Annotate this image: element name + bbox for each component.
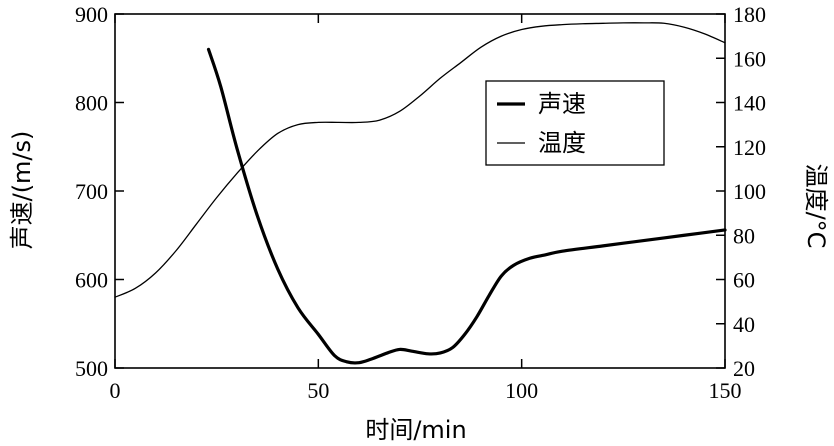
- x-tick-label: 150: [709, 378, 742, 403]
- left-y-tick-label: 900: [75, 2, 108, 27]
- left-y-tick-label: 600: [75, 268, 108, 293]
- right-y-tick-label: 40: [733, 312, 755, 337]
- left-y-tick-label: 500: [75, 356, 108, 381]
- legend: 声速 温度: [485, 80, 665, 166]
- right-y-tick-label: 20: [733, 356, 755, 381]
- right-y-tick-label: 120: [733, 135, 766, 160]
- series-layer: [114, 22, 727, 365]
- x-tick-label: 0: [110, 378, 121, 403]
- right-y-tick-label: 60: [733, 268, 755, 293]
- temperature-line: [114, 22, 726, 298]
- right-y-axis-ticks: 20 40 60 80 100 120 140 160 180: [716, 2, 766, 381]
- x-tick-label: 50: [307, 378, 329, 403]
- x-tick-label: 100: [505, 378, 538, 403]
- right-y-tick-label: 80: [733, 223, 755, 248]
- right-y-tick-label: 140: [733, 91, 766, 116]
- right-y-tick-label: 160: [733, 46, 766, 71]
- left-y-tick-label: 700: [75, 179, 108, 204]
- legend-label-sound-speed: 声速: [538, 90, 586, 118]
- x-axis-ticks: 0 50 100 150: [110, 14, 742, 403]
- left-y-axis-title: 声速/(m/s): [8, 131, 36, 250]
- x-axis-title: 时间/min: [365, 416, 466, 444]
- right-y-tick-label: 180: [733, 2, 766, 27]
- sound-speed-line: [206, 47, 727, 365]
- right-y-axis-title: 温度/°C: [802, 164, 830, 249]
- plot-frame: [114, 13, 726, 369]
- legend-label-temperature: 温度: [538, 129, 586, 157]
- left-y-tick-label: 800: [75, 91, 108, 116]
- legend-box: [485, 80, 665, 166]
- left-y-axis-ticks: 500 600 700 800 900: [75, 2, 124, 381]
- right-y-tick-label: 100: [733, 179, 766, 204]
